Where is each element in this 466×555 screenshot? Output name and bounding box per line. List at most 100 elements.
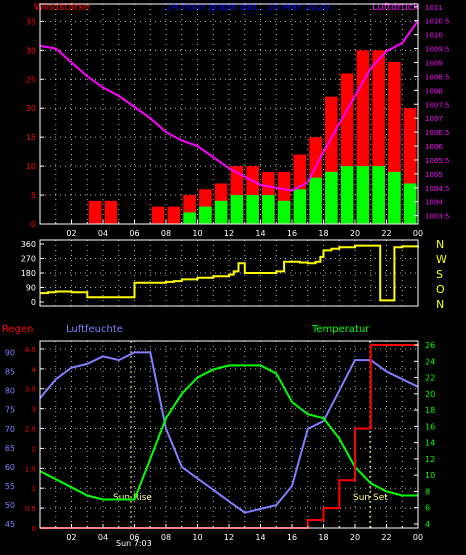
- rain-humidity-temperature-panel: Regen Luftfeuchte Temperatur Sun Rise Su…: [2, 324, 435, 548]
- sunrise-label: Sun Rise: [113, 493, 152, 503]
- bot-time-label: 02: [66, 533, 76, 542]
- gust-bar: [372, 166, 385, 224]
- gust-bar: [325, 171, 338, 224]
- top-time-label: 08: [161, 229, 171, 238]
- humidity-title: Luftfeuchte: [66, 324, 123, 335]
- degree-tick-label: 360: [21, 240, 36, 249]
- gust-bars: [183, 166, 417, 224]
- rain-tick-label: 1: [32, 485, 36, 493]
- compass-label: N: [436, 298, 444, 311]
- wind-tick-label: 10: [26, 162, 36, 171]
- wind-bar: [151, 206, 165, 224]
- pressure-tick-label: 1004: [425, 199, 443, 207]
- temperature-tick-label: 10: [425, 471, 435, 480]
- gust-bar: [356, 166, 370, 224]
- top-time-label: 18: [318, 229, 328, 238]
- pressure-tick-label: 1008.5: [425, 73, 450, 81]
- pressure-tick-label: 1010: [425, 32, 443, 40]
- pressure-tick-label: 1006.5: [425, 129, 450, 137]
- bot-time-label: 04: [98, 533, 108, 542]
- bot-time-label: 20: [350, 533, 360, 542]
- gust-bar: [309, 177, 322, 224]
- wind-title: Windstärke: [34, 2, 90, 13]
- humidity-tick-label: 45: [5, 520, 15, 529]
- gust-bar: [340, 166, 354, 224]
- degree-tick-label: 0: [31, 298, 36, 307]
- humidity-tick-label: 85: [5, 368, 15, 377]
- temperature-tick-label: 26: [425, 341, 435, 350]
- temperature-tick-label: 6: [425, 504, 430, 513]
- temperature-tick-label: 12: [425, 455, 435, 464]
- top-time-label: 04: [98, 229, 108, 238]
- rain-title: Regen: [2, 324, 34, 335]
- gust-bar: [230, 195, 244, 224]
- top-time-label: 06: [129, 229, 139, 238]
- wind-bar: [167, 206, 181, 224]
- temperature-title: Temperatur: [311, 324, 370, 335]
- compass-label: N: [436, 238, 444, 251]
- top-time-label: 00: [413, 229, 423, 238]
- humidity-tick-label: 80: [5, 387, 15, 396]
- wind-tick-label: 25: [26, 75, 36, 84]
- humidity-tick-label: 60: [5, 463, 15, 472]
- pressure-tick-label: 1006: [425, 143, 443, 151]
- pressure-tick-label: 1007.5: [425, 101, 450, 109]
- gust-bar: [183, 212, 196, 224]
- top-time-label: 20: [350, 229, 360, 238]
- temperature-tick-label: 4: [425, 520, 430, 529]
- pressure-tick-label: 1003.5: [425, 213, 450, 221]
- wind-direction-line: [40, 244, 419, 302]
- sunrise-time-label: Sun 7:03: [116, 539, 152, 548]
- gust-bar: [199, 206, 212, 224]
- bot-time-label: 08: [161, 533, 171, 542]
- humidity-tick-label: 70: [5, 425, 15, 434]
- top-time-label: 16: [287, 229, 297, 238]
- gust-bar: [262, 195, 275, 224]
- rain-tick-label: 0.5: [25, 505, 36, 513]
- rain-tick-label: 4: [32, 366, 37, 374]
- gust-bar: [246, 195, 259, 224]
- compass-label: S: [436, 268, 443, 281]
- bot-time-label: 06: [129, 533, 139, 542]
- wind-tick-label: 15: [26, 133, 36, 142]
- bot-time-label: 10: [192, 533, 202, 542]
- temperature-axis: 4 6 8 10 12 14 16 18 20 22 24 26: [414, 341, 435, 529]
- top-time-label: 22: [381, 229, 391, 238]
- wind-tick-label: 5: [31, 191, 36, 200]
- gust-bar: [293, 189, 307, 224]
- bot-time-label: 16: [287, 533, 297, 542]
- pressure-tick-label: 1011: [425, 4, 443, 12]
- wind-tick-label: 20: [26, 104, 36, 113]
- gust-bar: [388, 171, 401, 224]
- rain-tick-label: 0: [32, 525, 36, 533]
- graph-title: 24 hour graph dat , 10 Mar 2020: [166, 2, 330, 13]
- humidity-tick-label: 65: [5, 444, 15, 453]
- compass-label: O: [436, 283, 445, 296]
- rain-tick-label: 3: [32, 406, 36, 414]
- gust-bar: [214, 200, 228, 224]
- top-grid: [40, 4, 418, 224]
- humidity-tick-label: 55: [5, 482, 15, 491]
- pressure-axis: 1003.5 1004 1004.5 1005 1005.5 1006 1006.5 1007…: [414, 4, 450, 221]
- pressure-tick-label: 1009.5: [425, 46, 450, 54]
- wind-tick-label: 35: [26, 17, 36, 26]
- sunset-label: Sun Set: [353, 493, 388, 503]
- humidity-axis: 45 50 55 60 65 70 75 80 85 90: [5, 348, 15, 529]
- compass-label: W: [436, 253, 447, 266]
- rain-tick-label: 2.5: [25, 426, 36, 434]
- top-time-label: 02: [66, 229, 76, 238]
- pressure-tick-label: 1010.5: [425, 18, 450, 26]
- temperature-tick-label: 8: [425, 487, 430, 496]
- temperature-tick-label: 22: [425, 374, 435, 383]
- degree-axis: 0 90 180 270 360: [21, 240, 44, 307]
- pressure-tick-label: 1008: [425, 87, 443, 95]
- rain-tick-label: 4.5: [25, 346, 36, 354]
- degree-tick-label: 90: [26, 284, 36, 293]
- wind-pressure-panel: Windstärke 24 hour graph dat , 10 Mar 20…: [26, 2, 450, 238]
- gust-bar: [403, 183, 417, 224]
- top-time-label: 10: [192, 229, 202, 238]
- degree-tick-label: 270: [21, 255, 36, 264]
- wind-bar: [104, 200, 118, 224]
